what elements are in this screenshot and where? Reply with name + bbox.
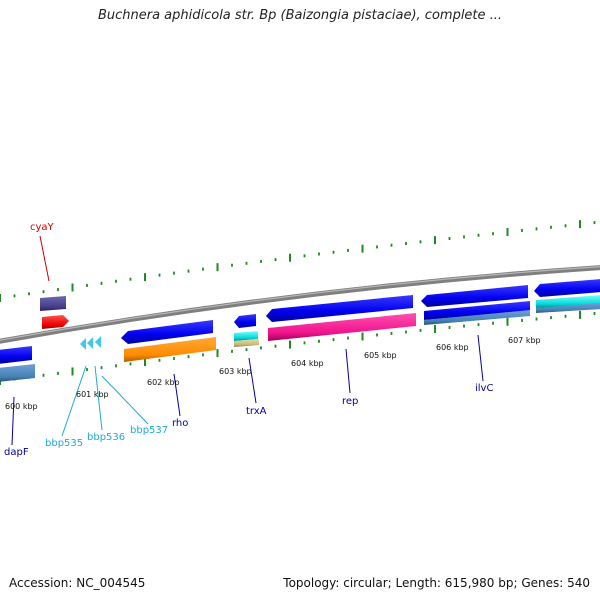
gene-label-ilvC: ilvC (475, 383, 493, 394)
topology-text: Topology: circular; Length: 615,980 bp; … (283, 576, 590, 590)
gene-rho-feature (121, 320, 216, 362)
gene-rep-feature (266, 295, 416, 341)
tick-label-602: 602 kbp (147, 378, 180, 387)
gene-label-cyaY: cyaY (30, 222, 55, 233)
gene-cyaY-feature (40, 296, 69, 329)
tick-label-607: 607 kbp (508, 336, 541, 345)
gene-label-dapF: dapF (4, 447, 29, 458)
map-title: Buchnera aphidicola str. Bp (Baizongia p… (97, 8, 503, 23)
outer-tick-ring (0, 220, 596, 302)
tick-label-606: 606 kbp (436, 343, 469, 352)
gene-label-rep: rep (342, 396, 358, 407)
genome-backbone (0, 265, 600, 344)
tick-label-601: 601 kbp (76, 390, 109, 399)
gene-bbp-features (80, 336, 101, 350)
gene-label-bbp537: bbp537 (130, 425, 168, 436)
gene-trxA-inner (234, 331, 259, 347)
tick-label-603: 603 kbp (219, 367, 252, 376)
tick-label-600: 600 kbp (5, 402, 38, 411)
tick-label-605: 605 kbp (364, 351, 397, 360)
accession-text: Accession: NC_004545 (9, 576, 146, 590)
gene-label-trxA: trxA (246, 406, 267, 417)
inner-tick-ring (0, 310, 596, 385)
gene-label-bbp535: bbp535 (45, 438, 83, 449)
tick-label-604: 604 kbp (291, 359, 324, 368)
gene-dapF-feature (0, 346, 35, 382)
gene-ilvC-feature (421, 285, 530, 325)
gene-next-feature (534, 279, 600, 313)
gene-label-rho: rho (172, 418, 188, 429)
gene-trxA-feature (234, 314, 256, 328)
gene-label-bbp536: bbp536 (87, 432, 125, 443)
